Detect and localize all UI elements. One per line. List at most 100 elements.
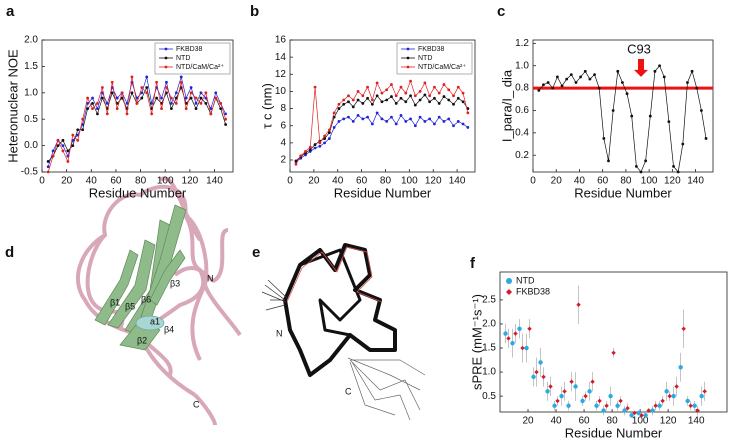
y-tick-label: 0.4	[515, 127, 529, 138]
point	[61, 144, 65, 148]
point	[169, 101, 173, 105]
point	[399, 96, 403, 100]
point	[413, 94, 417, 98]
legend-box	[396, 42, 473, 75]
point	[332, 111, 336, 115]
panel-letter: e	[252, 244, 260, 261]
x-tick-label: 120	[660, 416, 677, 427]
point	[506, 278, 512, 284]
panel-letter: b	[250, 3, 259, 20]
point	[356, 90, 360, 93]
point	[337, 120, 341, 123]
point	[145, 91, 149, 95]
structure-label: N	[207, 273, 214, 283]
point	[308, 148, 312, 152]
point	[588, 77, 592, 81]
point	[681, 142, 685, 146]
y-tick-label: 1.0	[482, 367, 496, 378]
point	[644, 159, 648, 163]
point	[46, 160, 50, 163]
point	[646, 408, 651, 413]
point	[209, 107, 213, 111]
point	[337, 107, 341, 110]
point	[653, 69, 657, 73]
point	[409, 79, 412, 83]
point	[548, 384, 553, 389]
point	[390, 83, 393, 86]
x-axis-label: Residue Number	[565, 425, 663, 440]
x-axis-label: Residue Number	[574, 185, 672, 200]
point	[559, 393, 564, 399]
point	[194, 107, 198, 111]
point	[76, 133, 80, 137]
point	[120, 91, 124, 95]
point	[356, 114, 360, 117]
point	[699, 109, 703, 112]
point	[394, 102, 398, 105]
legend-label: FKBD38	[176, 46, 203, 53]
point	[604, 403, 609, 408]
point	[214, 96, 218, 100]
point	[71, 133, 75, 137]
point	[204, 101, 208, 105]
point	[576, 302, 581, 307]
point	[456, 96, 460, 100]
point	[370, 102, 374, 106]
plot-frame	[289, 39, 476, 173]
x-tick-label: 40	[86, 176, 98, 187]
point	[685, 398, 690, 404]
x-tick-label: 20	[551, 176, 563, 187]
point	[219, 107, 223, 111]
point	[375, 81, 379, 85]
point	[313, 143, 317, 146]
point	[404, 120, 408, 123]
point	[699, 393, 704, 399]
point	[688, 403, 693, 408]
point	[587, 389, 592, 394]
point	[650, 408, 655, 413]
point	[413, 103, 417, 107]
point	[361, 94, 365, 98]
point	[602, 137, 606, 140]
point	[447, 117, 451, 121]
point	[404, 100, 408, 104]
y-tick-label: 0.5	[482, 391, 496, 402]
point	[447, 88, 451, 92]
point	[110, 80, 114, 84]
structure-label: β1	[110, 297, 120, 307]
point	[105, 101, 109, 105]
y-tick-label: 12	[275, 69, 287, 80]
point	[551, 86, 555, 90]
point	[579, 75, 583, 79]
point	[552, 403, 557, 408]
point	[342, 117, 346, 121]
legend-label: NTD/CaM/Ca²⁺	[176, 64, 224, 71]
point	[86, 101, 89, 105]
point	[622, 408, 627, 413]
point	[442, 120, 446, 123]
point	[169, 96, 173, 100]
point	[337, 102, 341, 106]
point	[91, 96, 94, 100]
point	[174, 101, 178, 105]
point	[692, 403, 697, 408]
point	[517, 326, 522, 331]
point	[184, 107, 188, 111]
point	[560, 84, 564, 88]
point	[413, 124, 417, 128]
x-tick-label: 20	[522, 416, 534, 427]
x-tick-label: 120	[182, 176, 199, 187]
point	[189, 91, 193, 95]
point	[380, 100, 384, 104]
point	[294, 159, 298, 163]
point	[566, 403, 571, 408]
point	[224, 112, 228, 116]
legend-label: FKBD38	[516, 286, 550, 296]
point	[667, 393, 672, 399]
point	[150, 112, 154, 116]
point	[56, 144, 60, 148]
point	[347, 115, 350, 119]
point	[527, 326, 532, 331]
point	[534, 369, 539, 375]
